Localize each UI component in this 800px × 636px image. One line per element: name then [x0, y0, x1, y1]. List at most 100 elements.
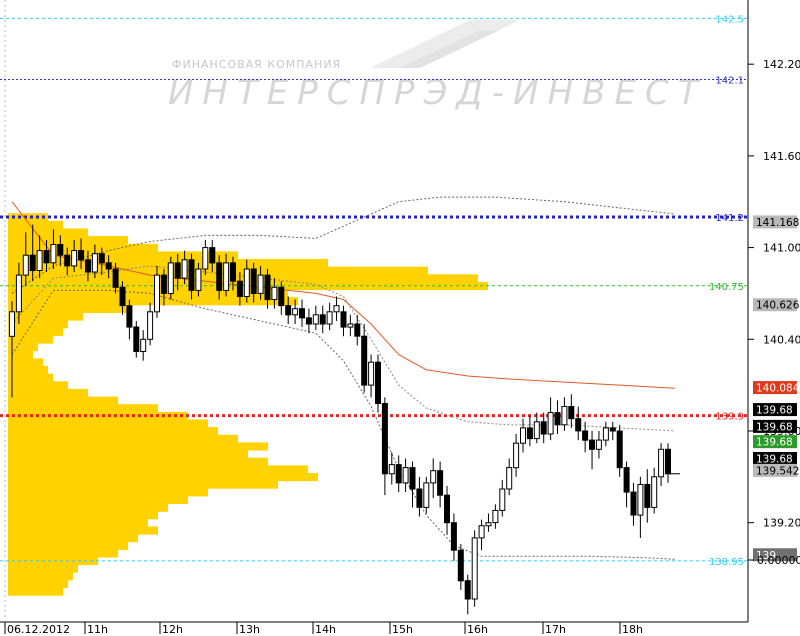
volume-profile-bar — [8, 343, 38, 352]
y-tick-label: 139.20 — [763, 517, 800, 530]
candle-body — [29, 254, 36, 271]
volume-profile-bar — [8, 503, 168, 512]
watermark-logo-shape — [400, 30, 500, 68]
candle-body — [471, 537, 478, 600]
volume-profile-bar — [8, 450, 248, 459]
candle-body — [423, 482, 430, 508]
volume-profile-bar — [8, 434, 238, 443]
candle-body — [216, 262, 223, 291]
y-tick-label: 142.20 — [763, 58, 800, 71]
volume-profile-bar — [8, 526, 158, 535]
x-tick-label: 18h — [622, 623, 643, 636]
x-tick-label: 12h — [162, 623, 183, 636]
candle-body — [22, 254, 29, 276]
candle-body — [333, 305, 340, 313]
candle-body — [112, 268, 119, 288]
volume-profile-bar — [8, 297, 298, 306]
candle-body — [292, 308, 299, 316]
watermark-line1: ФИНАНСОВАЯ КОМПАНИЯ — [172, 58, 341, 71]
candle-body — [450, 522, 457, 551]
volume-profile-bar — [8, 427, 218, 436]
candle-body — [665, 448, 671, 475]
candle-body — [402, 467, 409, 484]
volume-profile-bar — [8, 312, 83, 321]
price-box-label: 139.68 — [756, 405, 793, 417]
volume-profile-bar — [8, 480, 278, 489]
candle-body — [651, 476, 658, 508]
candle-body — [520, 427, 526, 444]
upper-band-line — [11, 196, 675, 294]
moving-average-line — [11, 201, 675, 389]
candle-body — [133, 326, 140, 352]
level-label: 142.1 — [715, 75, 744, 86]
price-box — [753, 463, 797, 477]
candle-body — [623, 467, 630, 493]
candle-body — [181, 259, 188, 279]
volume-profile-bar — [8, 495, 188, 504]
candle-body — [513, 442, 520, 469]
price-box-label: 139.68 — [756, 453, 793, 465]
candle-body — [271, 286, 278, 300]
candle-body — [105, 262, 112, 270]
volume-profile-bar — [8, 587, 63, 596]
volume-profile-bar — [8, 373, 53, 382]
candle-body — [547, 412, 554, 435]
volume-profile-bar — [8, 366, 48, 375]
candle-body — [119, 286, 126, 307]
candle-body — [430, 470, 437, 484]
candle-body — [257, 274, 264, 294]
candle-body — [361, 335, 368, 386]
volume-profile-bar — [8, 304, 128, 313]
candle-body — [561, 406, 568, 426]
volume-profile-bar — [8, 289, 288, 298]
lower-band-line — [11, 289, 675, 560]
x-tick-label: 06.12.2012 — [7, 623, 70, 636]
candle-body — [506, 467, 513, 490]
candle-body — [499, 488, 506, 511]
level-label: 139.9 — [715, 412, 744, 423]
candle-body — [57, 244, 64, 256]
candle-body — [326, 311, 333, 325]
candle-body — [575, 418, 582, 432]
candle-body — [71, 250, 78, 267]
candle-body — [64, 254, 71, 267]
price-box — [753, 548, 797, 562]
candle-body — [126, 305, 133, 328]
candle-body — [464, 580, 471, 600]
candle-body — [595, 439, 602, 450]
candle-body — [526, 427, 533, 440]
volume-profile-bar — [8, 243, 158, 252]
candle-body — [340, 311, 347, 328]
volume-profile-bar — [8, 358, 43, 367]
candle-body — [554, 412, 561, 426]
volume-profile-bar — [8, 327, 63, 336]
volume-profile-bar — [8, 442, 268, 451]
price-box-label: 140.626 — [756, 300, 800, 312]
volume-profile-bar — [8, 534, 138, 543]
volume-profile-bar — [8, 564, 78, 573]
price-box-label: 139.542 — [756, 465, 799, 477]
candlesticks — [9, 224, 680, 615]
volume-profile-bar — [8, 335, 53, 344]
candle-body — [375, 361, 381, 405]
candle-body — [236, 280, 243, 298]
price-box-label: 139.68 — [756, 437, 793, 449]
price-box-label: 141.168 — [756, 217, 799, 229]
candle-body — [368, 361, 375, 386]
volume-profile-bar — [8, 457, 268, 466]
y-tick-label: 141.60 — [763, 150, 800, 163]
x-axis-ticks: 06.12.2012 11h 12h 13h 14h 15h 16h 17h 18h — [4, 622, 643, 636]
candle-body — [540, 421, 547, 435]
candle-body — [230, 262, 236, 282]
price-box-label: 139.68 — [756, 421, 793, 433]
volume-profile-bar — [8, 518, 148, 527]
volume-profile-bar — [8, 488, 208, 497]
volume-profile-bar — [8, 251, 238, 260]
candle-body — [478, 525, 485, 539]
candle-body — [457, 549, 464, 582]
y-tick-label: 141.00 — [763, 242, 800, 255]
candle-body — [444, 494, 450, 524]
candle-body — [437, 470, 444, 496]
candle-body — [160, 274, 167, 294]
